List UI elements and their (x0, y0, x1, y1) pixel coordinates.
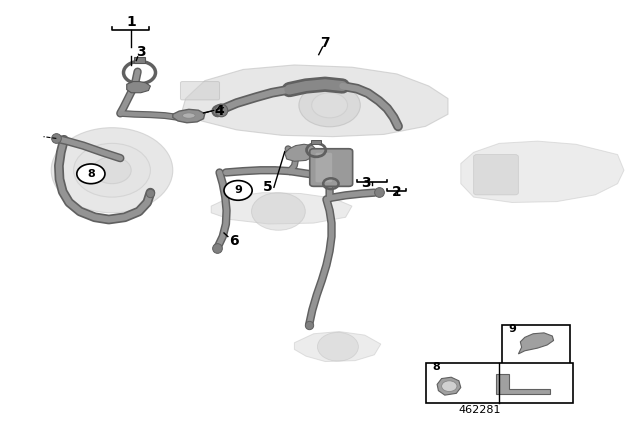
Text: 8: 8 (432, 362, 440, 371)
Circle shape (51, 128, 173, 213)
Circle shape (93, 157, 131, 184)
Text: 8: 8 (87, 169, 95, 179)
Text: 3: 3 (361, 176, 371, 190)
Polygon shape (211, 193, 352, 224)
Text: 2: 2 (392, 185, 402, 199)
Polygon shape (461, 141, 624, 202)
Polygon shape (182, 65, 448, 137)
FancyBboxPatch shape (474, 155, 518, 195)
Text: 7: 7 (320, 35, 330, 50)
Polygon shape (437, 377, 461, 395)
FancyBboxPatch shape (316, 153, 332, 182)
Circle shape (442, 381, 457, 392)
FancyBboxPatch shape (180, 82, 220, 100)
Circle shape (317, 332, 358, 361)
Text: 4: 4 (214, 104, 224, 118)
Text: 462281: 462281 (459, 405, 501, 415)
Polygon shape (518, 333, 554, 354)
Text: 6: 6 (228, 234, 239, 248)
Bar (311, 140, 321, 144)
Circle shape (74, 143, 150, 197)
Polygon shape (285, 144, 317, 161)
Text: 5: 5 (262, 180, 273, 194)
Polygon shape (294, 332, 381, 362)
Bar (426, 363, 573, 403)
Circle shape (312, 93, 348, 118)
Polygon shape (173, 109, 205, 123)
Text: 3: 3 (136, 45, 146, 60)
Text: 9: 9 (509, 323, 516, 333)
Circle shape (224, 181, 252, 200)
Bar (134, 57, 145, 63)
Circle shape (77, 164, 105, 184)
Polygon shape (496, 374, 550, 394)
Text: 9: 9 (234, 185, 242, 195)
Ellipse shape (182, 113, 195, 118)
Bar (502, 325, 570, 365)
Circle shape (252, 193, 305, 230)
Text: 1: 1 (126, 14, 136, 29)
Circle shape (299, 84, 360, 127)
Polygon shape (127, 82, 150, 93)
FancyBboxPatch shape (310, 149, 353, 186)
